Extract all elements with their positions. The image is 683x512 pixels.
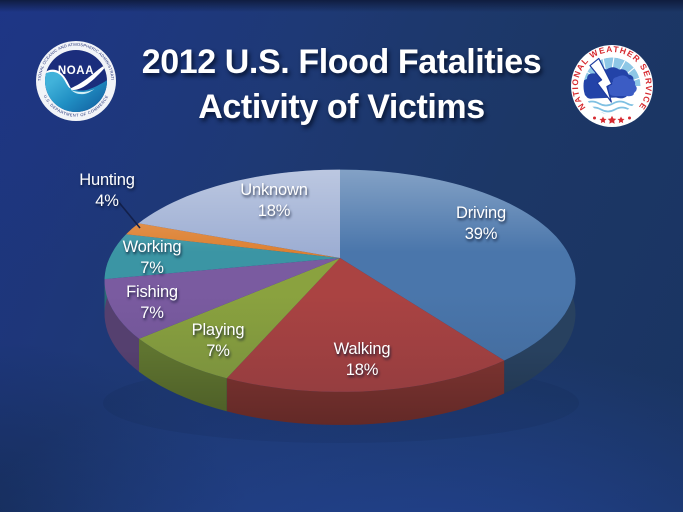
svg-text:NOAA: NOAA bbox=[58, 65, 94, 77]
